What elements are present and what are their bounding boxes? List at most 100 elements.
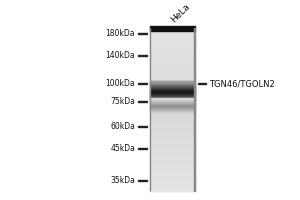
Bar <box>150 31 195 32</box>
Bar <box>150 86 195 87</box>
Bar <box>150 139 195 140</box>
Bar <box>150 169 195 170</box>
Bar <box>150 97 195 98</box>
Bar <box>150 96 195 97</box>
Bar <box>150 111 195 112</box>
Bar <box>150 131 195 132</box>
Bar <box>150 54 195 55</box>
Bar <box>150 110 195 111</box>
Bar <box>150 82 195 83</box>
Bar <box>150 45 195 46</box>
Bar <box>150 90 195 91</box>
Bar <box>150 163 195 164</box>
Bar <box>150 96 195 97</box>
Bar <box>150 120 195 121</box>
Bar <box>150 107 195 108</box>
Bar <box>150 84 195 85</box>
Bar <box>150 94 195 95</box>
Bar <box>150 76 195 77</box>
Bar <box>150 50 195 51</box>
Bar <box>150 100 195 101</box>
Bar <box>150 123 195 124</box>
Bar <box>150 155 195 156</box>
Bar <box>138 33 147 34</box>
Bar <box>150 145 195 146</box>
Bar <box>150 91 195 92</box>
Bar <box>150 92 195 93</box>
Bar <box>150 98 195 99</box>
Bar <box>150 118 195 119</box>
Bar <box>150 144 195 145</box>
Text: 75kDa: 75kDa <box>110 97 135 106</box>
Bar <box>150 65 195 66</box>
Bar <box>150 177 195 178</box>
Bar <box>150 49 195 50</box>
Bar <box>150 94 195 95</box>
Bar <box>150 47 195 48</box>
Bar <box>150 62 195 63</box>
Bar <box>150 64 195 65</box>
Bar <box>150 69 195 70</box>
Bar <box>150 126 195 127</box>
Bar <box>150 102 195 103</box>
Bar <box>150 83 195 84</box>
Bar <box>150 182 195 183</box>
Bar <box>150 100 195 101</box>
Bar <box>150 26 195 31</box>
Bar <box>150 140 195 141</box>
Bar <box>150 81 195 82</box>
Bar <box>150 103 195 104</box>
Bar <box>150 106 195 107</box>
Bar <box>150 42 195 43</box>
Bar <box>150 164 195 165</box>
Bar <box>150 124 195 125</box>
Bar <box>150 151 195 152</box>
Bar <box>150 32 195 33</box>
Bar <box>150 187 195 188</box>
Bar <box>150 98 195 99</box>
Bar <box>150 70 195 71</box>
Bar <box>150 132 195 133</box>
Bar <box>150 110 195 111</box>
Bar <box>150 130 195 131</box>
Bar <box>150 183 195 184</box>
Bar <box>138 148 147 149</box>
Bar <box>150 67 195 68</box>
Bar <box>138 55 147 56</box>
Bar <box>150 127 195 128</box>
Bar <box>150 72 195 73</box>
Bar <box>150 79 195 80</box>
Bar <box>150 38 195 39</box>
Bar <box>150 98 195 99</box>
Bar <box>150 108 195 109</box>
Bar <box>150 100 195 101</box>
Bar <box>150 34 195 35</box>
Bar <box>150 85 195 86</box>
Bar <box>150 125 195 126</box>
Bar <box>150 73 195 74</box>
Bar <box>150 95 195 96</box>
Bar <box>150 60 195 61</box>
Bar <box>150 150 195 151</box>
Bar <box>150 135 195 136</box>
Bar <box>150 148 195 149</box>
Bar <box>150 181 195 182</box>
Bar <box>150 52 195 53</box>
Bar <box>150 84 195 85</box>
Bar <box>150 122 195 123</box>
Bar <box>150 71 195 72</box>
Bar <box>150 83 195 84</box>
Bar <box>150 190 195 191</box>
Bar <box>150 48 195 49</box>
Bar <box>150 188 195 189</box>
Bar <box>150 97 195 98</box>
Bar <box>150 167 195 168</box>
Bar <box>150 103 195 104</box>
Bar <box>150 137 195 138</box>
Text: TGN46/TGOLN2: TGN46/TGOLN2 <box>209 79 275 88</box>
Bar <box>150 37 195 38</box>
Bar <box>150 179 195 180</box>
Bar <box>150 136 195 137</box>
Bar <box>150 180 195 181</box>
Bar <box>150 142 195 143</box>
